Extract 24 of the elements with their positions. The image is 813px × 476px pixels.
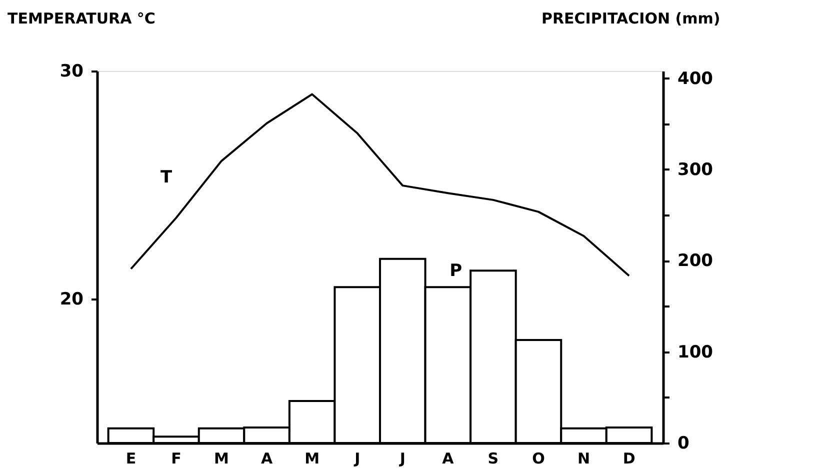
x-tick-label: A	[260, 450, 273, 468]
x-tick-label: J	[398, 450, 406, 468]
y2-tick-label: 100	[678, 342, 714, 362]
y-tick-label: 20	[60, 290, 84, 310]
x-tick-label: M	[214, 450, 229, 468]
y-axis-title: TEMPERATURA °C	[8, 10, 156, 28]
y2-tick-label: 300	[678, 160, 714, 180]
x-tick-label: O	[532, 450, 545, 468]
y2-tick-label: 200	[678, 251, 714, 272]
x-tick-label: J	[354, 450, 360, 468]
line-series	[130, 93, 630, 277]
y2-tick-label: 0	[678, 434, 690, 454]
series-label: T	[160, 168, 172, 188]
x-tick-label: A	[442, 450, 454, 468]
y-tick-label: 30	[60, 62, 84, 82]
x-tick-label: F	[171, 450, 182, 468]
x-tick-label: M	[304, 450, 320, 468]
x-tick-label: N	[577, 450, 590, 468]
x-tick-label: D	[622, 450, 636, 468]
y2-tick-label: 400	[678, 68, 714, 89]
x-tick-label: S	[488, 450, 499, 468]
x-tick-label: E	[126, 450, 136, 468]
series-label: P	[450, 261, 462, 282]
y2-axis-title: PRECIPITACION (mm)	[542, 10, 720, 28]
